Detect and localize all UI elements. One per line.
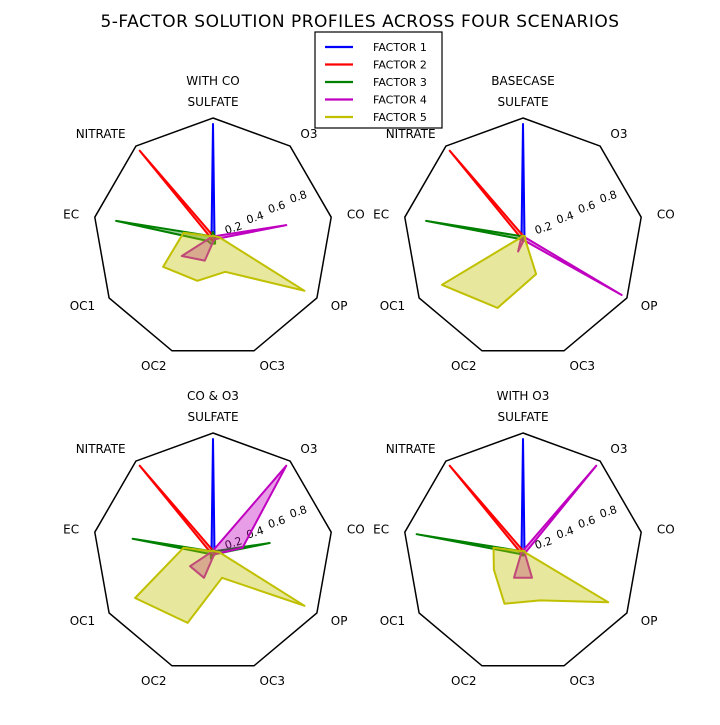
radar-frame bbox=[94, 117, 332, 352]
axis-label-ec: EC bbox=[373, 207, 389, 221]
axis-label-o3: O3 bbox=[300, 442, 317, 456]
panel-title: BASECASE bbox=[491, 74, 554, 88]
axis-label-nitrate: NITRATE bbox=[386, 442, 436, 456]
axis-label-co: CO bbox=[347, 207, 365, 221]
axis-label-nitrate: NITRATE bbox=[76, 442, 126, 456]
axis-label-oc3: OC3 bbox=[570, 359, 595, 373]
ring-label: 0.8 bbox=[288, 503, 309, 521]
series-factor-1 bbox=[519, 438, 527, 557]
axis-label-sulfate: SULFATE bbox=[497, 95, 548, 109]
axis-label-ec: EC bbox=[63, 207, 79, 221]
series-factor-1 bbox=[209, 438, 217, 557]
axis-label-sulfate: SULFATE bbox=[497, 410, 548, 424]
axis-label-oc1: OC1 bbox=[70, 614, 95, 628]
axis-label-oc2: OC2 bbox=[451, 674, 476, 688]
ring-label: 0.8 bbox=[598, 503, 619, 521]
ring-label: 0.2 bbox=[533, 219, 554, 237]
series-factor-1 bbox=[519, 123, 527, 242]
panel-title: WITH CO bbox=[186, 74, 239, 88]
series-factor-1 bbox=[209, 123, 217, 242]
axis-label-oc1: OC1 bbox=[70, 299, 95, 313]
radar-panels: WITH CO SULFATE O3 CO OP OC3 OC2 OC1 EC NITRATE 0.… bbox=[63, 74, 675, 688]
radar-frame bbox=[404, 432, 642, 667]
legend-label-factor-5: FACTOR 5 bbox=[373, 111, 427, 124]
axis-label-oc3: OC3 bbox=[260, 359, 285, 373]
ring-label: 0.6 bbox=[266, 513, 287, 531]
axis-label-sulfate: SULFATE bbox=[187, 95, 238, 109]
axis-label-ec: EC bbox=[63, 522, 79, 536]
ring-label: 0.2 bbox=[533, 534, 554, 552]
ring-label: 0.8 bbox=[288, 188, 309, 206]
axis-label-o3: O3 bbox=[300, 127, 317, 141]
ring-label: 0.6 bbox=[576, 513, 597, 531]
series-factor-5 bbox=[440, 234, 538, 309]
legend-label-factor-4: FACTOR 4 bbox=[373, 94, 427, 107]
axis-label-co: CO bbox=[657, 522, 675, 536]
ring-label: 0.4 bbox=[555, 209, 576, 227]
radar-panel-basecase: BASECASE SULFATE O3 CO OP OC3 OC2 OC1 EC NITRATE 0… bbox=[373, 74, 675, 373]
radar-frame bbox=[94, 432, 332, 667]
axis-label-co: CO bbox=[657, 207, 675, 221]
radar-panel-co-o3: CO & O3 SULFATE O3 CO OP OC3 OC2 OC1 EC NITRATE 0.… bbox=[63, 389, 365, 688]
figure-title: 5-FACTOR SOLUTION PROFILES ACROSS FOUR S… bbox=[100, 12, 619, 32]
axis-label-op: OP bbox=[641, 614, 658, 628]
panel-title: WITH O3 bbox=[497, 389, 550, 403]
axis-label-sulfate: SULFATE bbox=[187, 410, 238, 424]
radar-panel-with-o3: WITH O3 SULFATE O3 CO OP OC3 OC2 OC1 EC NITRATE 0.… bbox=[373, 389, 675, 688]
axis-label-co: CO bbox=[347, 522, 365, 536]
ring-label: 0.6 bbox=[266, 198, 287, 216]
radar-frame bbox=[404, 117, 642, 352]
ring-label: 0.8 bbox=[598, 188, 619, 206]
radar-panel-with-co: WITH CO SULFATE O3 CO OP OC3 OC2 OC1 EC NITRATE 0.… bbox=[63, 74, 365, 373]
series-factor-5 bbox=[492, 546, 610, 605]
legend: FACTOR 1 FACTOR 2 FACTOR 3 FACTOR 4 FACTOR 5 bbox=[314, 31, 443, 129]
axis-label-oc2: OC2 bbox=[141, 359, 166, 373]
legend-label-factor-3: FACTOR 3 bbox=[373, 76, 427, 89]
axis-label-op: OP bbox=[331, 299, 348, 313]
axis-label-op: OP bbox=[641, 299, 658, 313]
axis-label-oc3: OC3 bbox=[570, 674, 595, 688]
axis-label-oc2: OC2 bbox=[451, 359, 476, 373]
ring-label: 0.4 bbox=[555, 524, 576, 542]
axis-label-oc2: OC2 bbox=[141, 674, 166, 688]
axis-label-oc3: OC3 bbox=[260, 674, 285, 688]
axis-label-oc1: OC1 bbox=[380, 299, 405, 313]
ring-label: 0.4 bbox=[245, 209, 266, 227]
axis-label-oc1: OC1 bbox=[380, 614, 405, 628]
axis-label-nitrate: NITRATE bbox=[386, 127, 436, 141]
axis-label-ec: EC bbox=[373, 522, 389, 536]
ring-label: 0.4 bbox=[245, 524, 266, 542]
ring-label: 0.6 bbox=[576, 198, 597, 216]
axis-label-o3: O3 bbox=[610, 127, 627, 141]
legend-label-factor-1: FACTOR 1 bbox=[373, 41, 427, 54]
panel-title: CO & O3 bbox=[187, 389, 239, 403]
series-factor-5 bbox=[134, 546, 306, 624]
axis-label-op: OP bbox=[331, 614, 348, 628]
axis-label-nitrate: NITRATE bbox=[76, 127, 126, 141]
axis-label-o3: O3 bbox=[610, 442, 627, 456]
legend-label-factor-2: FACTOR 2 bbox=[373, 59, 427, 72]
series-factor-5 bbox=[162, 231, 306, 292]
